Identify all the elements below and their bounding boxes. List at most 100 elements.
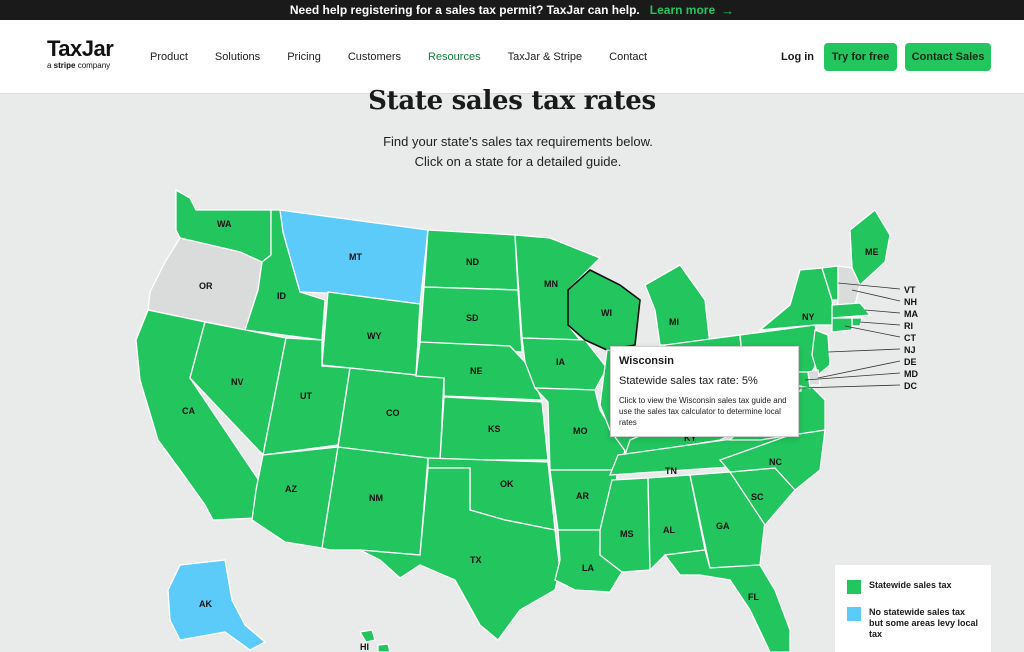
legend-label-no-statewide: No statewide sales tax but some areas le…: [869, 607, 979, 639]
leader-nj: [827, 348, 901, 353]
label-mi: MI: [669, 317, 679, 327]
state-ma[interactable]: [831, 302, 872, 319]
nav-item-product[interactable]: Product: [150, 51, 188, 63]
label-mo: MO: [573, 426, 588, 436]
label-hi: HI: [360, 642, 369, 652]
page-title: State sales tax rates: [368, 86, 656, 116]
label-la: LA: [582, 563, 594, 573]
nav-item-pricing[interactable]: Pricing: [287, 51, 321, 63]
label-ar: AR: [576, 491, 589, 501]
state-nh[interactable]: [837, 265, 861, 306]
main-navigation: TaxJar a stripe company Product Solution…: [0, 20, 1024, 94]
contact-sales-button[interactable]: Contact Sales: [905, 43, 991, 71]
label-ma: MA: [904, 309, 918, 319]
learn-more-label: Learn more: [649, 3, 716, 17]
legend-swatch-no-statewide: [847, 607, 861, 621]
state-tooltip[interactable]: Wisconsin Statewide sales tax rate: 5% C…: [610, 346, 799, 437]
state-ny[interactable]: [757, 267, 836, 331]
login-link[interactable]: Log in: [781, 51, 814, 63]
nav-menu: Product Solutions Pricing Customers Reso…: [150, 51, 674, 63]
leader-vt: [837, 282, 901, 290]
tooltip-description: Click to view the Wisconsin sales tax gu…: [619, 396, 787, 427]
legend-item-statewide: Statewide sales tax: [847, 580, 952, 594]
tooltip-rate: Statewide sales tax rate: 5%: [619, 375, 758, 387]
nav-item-taxjar-stripe[interactable]: TaxJar & Stripe: [507, 51, 583, 63]
label-ne: NE: [470, 366, 483, 376]
state-wi[interactable]: [567, 269, 641, 351]
label-az: AZ: [285, 484, 297, 494]
label-nd: ND: [466, 257, 479, 267]
label-sd: SD: [466, 313, 479, 323]
label-nm: NM: [369, 493, 383, 503]
state-ct[interactable]: [831, 317, 853, 333]
page-subtitle-2: Click on a state for a detailed guide.: [414, 154, 622, 169]
label-ct: CT: [904, 333, 916, 343]
state-fl[interactable]: [663, 549, 791, 652]
state-sd[interactable]: [419, 286, 523, 353]
state-mi[interactable]: [644, 264, 711, 346]
leader-nh: [851, 289, 901, 302]
label-co: CO: [386, 408, 400, 418]
state-ks[interactable]: [439, 396, 549, 461]
banner-text: Need help registering for a sales tax pe…: [289, 3, 640, 17]
label-mt: MT: [349, 252, 362, 262]
state-hi-island[interactable]: [377, 643, 391, 652]
state-tx[interactable]: [359, 467, 561, 641]
logo-tagline: a stripe company: [47, 61, 111, 70]
legend-swatch-statewide: [847, 580, 861, 594]
label-me: ME: [865, 247, 879, 257]
leader-md: [804, 372, 901, 381]
label-ia: IA: [556, 357, 566, 367]
label-fl: FL: [748, 592, 759, 602]
label-sc: SC: [751, 492, 764, 502]
top-banner: Need help registering for a sales tax pe…: [0, 0, 1024, 20]
state-labels: WA OR CA ID NV MT WY UT CO AZ NM ND SD N…: [182, 219, 918, 652]
legend-label-statewide: Statewide sales tax: [869, 580, 952, 590]
map-legend: Statewide sales tax No statewide sales t…: [835, 565, 991, 652]
label-tn: TN: [665, 466, 677, 476]
label-ut: UT: [300, 391, 312, 401]
label-ok: OK: [500, 479, 514, 489]
label-wi: WI: [601, 308, 612, 318]
label-nh: NH: [904, 297, 917, 307]
nav-item-customers[interactable]: Customers: [347, 51, 401, 63]
state-hi[interactable]: [358, 629, 376, 643]
label-ky: KY: [684, 433, 697, 443]
label-or: OR: [199, 281, 213, 291]
label-vt: VT: [904, 285, 916, 295]
label-de: DE: [904, 357, 917, 367]
nav-item-solutions[interactable]: Solutions: [214, 51, 261, 63]
arrow-right-icon: →: [721, 2, 735, 18]
state-ne[interactable]: [415, 341, 544, 401]
label-ca: CA: [182, 406, 195, 416]
leader-dc: [799, 384, 901, 389]
label-dc: DC: [904, 381, 917, 391]
learn-more-link[interactable]: Learn more →: [650, 3, 734, 18]
label-ga: GA: [716, 521, 730, 531]
label-id: ID: [277, 291, 287, 301]
small-state-leader-lines: [799, 282, 901, 389]
leader-ma: [864, 309, 901, 314]
label-ak: AK: [199, 599, 212, 609]
state-ak[interactable]: [167, 559, 267, 651]
label-ks: KS: [488, 424, 501, 434]
label-al: AL: [663, 525, 675, 535]
label-nv: NV: [231, 377, 244, 387]
label-ri: RI: [904, 321, 913, 331]
label-md: MD: [904, 369, 918, 379]
state-nj[interactable]: [811, 329, 831, 377]
label-ny: NY: [802, 312, 815, 322]
label-mn: MN: [544, 279, 558, 289]
page-subtitle-1: Find your state's sales tax requirements…: [383, 134, 653, 149]
legend-item-no-statewide: No statewide sales tax but some areas le…: [847, 607, 981, 640]
label-ms: MS: [620, 529, 634, 539]
label-wy: WY: [367, 331, 382, 341]
label-nj: NJ: [904, 345, 916, 355]
nav-item-contact[interactable]: Contact: [609, 51, 648, 63]
taxjar-logo[interactable]: TaxJar a stripe company: [47, 36, 114, 71]
leader-ct: [844, 325, 901, 338]
leader-ri: [859, 321, 901, 326]
nav-item-resources[interactable]: Resources: [428, 51, 481, 63]
try-for-free-button[interactable]: Try for free: [824, 43, 897, 71]
logo-wordmark: TaxJar: [47, 36, 114, 61]
